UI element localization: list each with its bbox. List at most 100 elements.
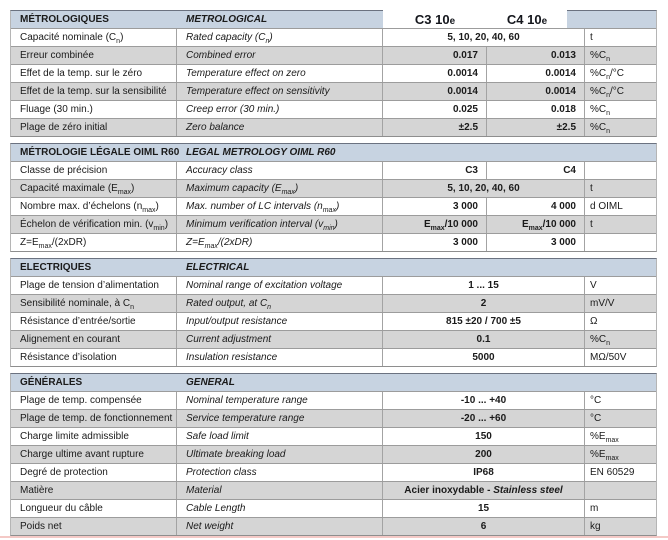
cell-value-merged: 0.1 xyxy=(383,331,585,348)
cell-value-c4: Emax/10 000 xyxy=(487,216,585,233)
cell-label-en: Nominal range of excitation voltage xyxy=(177,277,383,294)
cell-unit: t xyxy=(590,183,593,194)
cell-value-merged: IP68 xyxy=(383,464,585,481)
cell-unit: EN 60529 xyxy=(590,467,635,478)
table-row: Échelon de vérification min. (vmin) Minim… xyxy=(11,215,656,233)
cell-label-en: Max. number of LC intervals (nmax) xyxy=(177,198,383,215)
cell-unit: %Cn xyxy=(590,122,611,135)
cell-value-c3: 3 000 xyxy=(383,234,487,251)
table-row: Charge ultime avant rupture Ultimate brea… xyxy=(11,445,656,463)
cell-value-c4: 3 000 xyxy=(487,234,585,251)
cell-label-fr: Matière xyxy=(11,482,177,499)
table-row: Capacité nominale (Cn) Rated capacity (Cn… xyxy=(11,28,656,46)
cell-value-c3: 0.017 xyxy=(383,47,487,64)
bottom-accent-line xyxy=(0,536,668,538)
cell-label-fr: Classe de précision xyxy=(11,162,177,179)
cell-label-en: Minimum verification interval (vmin) xyxy=(177,216,383,233)
table-row: Erreur combinée Combined error 0.017 0.013%… xyxy=(11,46,656,64)
cell-label-fr: Capacité maximale (Emax) xyxy=(11,180,177,197)
section-title-en: GENERAL xyxy=(186,377,235,388)
cell-unit: mV/V xyxy=(590,298,615,309)
cell-label-fr: Nombre max. d’échelons (nmax) xyxy=(11,198,177,215)
section-title-fr: ELECTRIQUES xyxy=(20,262,92,273)
cell-value-merged: Acier inoxydable - Stainless steel xyxy=(383,482,585,499)
cell-unit xyxy=(585,162,656,179)
section-title-fr: GÉNÉRALES xyxy=(20,377,83,388)
cell-label-en: Combined error xyxy=(177,47,383,64)
cell-label-en: Rated output, at Cn xyxy=(177,295,383,312)
cell-label-fr: Plage de zéro initial xyxy=(11,119,177,136)
cell-label-en: Material xyxy=(177,482,383,499)
table-row: Plage de temp. compensée Nominal temperat… xyxy=(11,391,656,409)
section-header-fill xyxy=(383,144,656,161)
cell-value-merged: 5, 10, 20, 40, 60 xyxy=(383,29,585,46)
cell-unit: m xyxy=(590,503,599,514)
cell-unit xyxy=(585,234,656,251)
section-header-fill xyxy=(383,374,656,391)
section-title-en: METROLOGICAL xyxy=(186,14,268,25)
cell-value-c4: 0.018 xyxy=(487,101,585,118)
cell-unit xyxy=(585,482,656,499)
cell-label-en: Protection class xyxy=(177,464,383,481)
cell-value-c3: 0.0014 xyxy=(383,65,487,82)
section-header-fill xyxy=(383,259,656,276)
cell-label-en: Zero balance xyxy=(177,119,383,136)
cell-label-fr: Effet de la temp. sur le zéro xyxy=(11,65,177,82)
cell-unit: %Cn xyxy=(590,104,611,117)
cell-label-en: Input/output resistance xyxy=(177,313,383,330)
cell-value-merged: 5000 xyxy=(383,349,585,366)
section-4: GÉNÉRALES GENERAL Plage de temp. compensée… xyxy=(10,373,657,536)
table-row: Effet de la temp. sur la sensibilité Temp… xyxy=(11,82,656,100)
cell-value-merged: 15 xyxy=(383,500,585,517)
cell-value-merged: 815 ±20 / 700 ±5 xyxy=(383,313,585,330)
cell-label-fr: Effet de la temp. sur la sensibilité xyxy=(11,83,177,100)
table-row: Résistance d’entrée/sortie Input/output r… xyxy=(11,312,656,330)
cell-label-en: Ultimate breaking load xyxy=(177,446,383,463)
section-title-fr: MÉTROLOGIE LÉGALE OIML R60 xyxy=(20,147,180,158)
table-row: Poids net Net weight 6 kg xyxy=(11,517,656,535)
cell-value-c4: 0.0014 xyxy=(487,83,585,100)
cell-value-c3: ±2.5 xyxy=(383,119,487,136)
cell-unit: %Cn/°C xyxy=(590,68,625,81)
cell-unit: °C xyxy=(590,413,602,424)
cell-unit: %Cn xyxy=(590,334,611,347)
section-3: ELECTRIQUES ELECTRICAL Plage de tension d’… xyxy=(10,258,657,367)
cell-label-en: Current adjustment xyxy=(177,331,383,348)
cell-label-en: Nominal temperature range xyxy=(177,392,383,409)
cell-label-fr: Longueur du câble xyxy=(11,500,177,517)
cell-label-en: Cable Length xyxy=(177,500,383,517)
cell-value-c4: 4 000 xyxy=(487,198,585,215)
cell-label-en: Temperature effect on zero xyxy=(177,65,383,82)
cell-unit: MΩ/50V xyxy=(590,352,627,363)
cell-unit: t xyxy=(590,219,593,230)
cell-label-en: Rated capacity (Cn) xyxy=(177,29,383,46)
cell-value-c3: 0.0014 xyxy=(383,83,487,100)
cell-label-en: Creep error (30 min.) xyxy=(177,101,383,118)
cell-label-fr: Z=Emax/(2xDR) xyxy=(11,234,177,251)
cell-value-merged: -20 ... +60 xyxy=(383,410,585,427)
cell-unit: %Cn xyxy=(590,50,611,63)
cell-unit: °C xyxy=(590,395,602,406)
cell-value-c3: 0.025 xyxy=(383,101,487,118)
table-row: Plage de temp. de fonctionnement Service … xyxy=(11,409,656,427)
cell-label-fr: Fluage (30 min.) xyxy=(11,101,177,118)
table-row: Plage de zéro initial Zero balance ±2.5 ±2.… xyxy=(11,118,656,136)
cell-label-fr: Charge limite admissible xyxy=(11,428,177,445)
cell-value-c4: 0.013 xyxy=(487,47,585,64)
cell-label-en: Accuracy class xyxy=(177,162,383,179)
section-title-en: LEGAL METROLOGY OIML R60 xyxy=(186,147,336,158)
section-header: MÉTROLOGIQUES METROLOGICAL C3 10e C4 10e xyxy=(11,10,656,28)
table-row: Degré de protection Protection class IP68 E… xyxy=(11,463,656,481)
table-row: Nombre max. d’échelons (nmax) Max. number… xyxy=(11,197,656,215)
section-header-fill xyxy=(567,11,656,28)
cell-label-fr: Alignement en courant xyxy=(11,331,177,348)
cell-unit: %Emax xyxy=(590,431,619,444)
cell-value-merged: 6 xyxy=(383,518,585,535)
table-row: Classe de précision Accuracy class C3 C4 xyxy=(11,161,656,179)
section-header: GÉNÉRALES GENERAL xyxy=(11,374,656,391)
cell-value-c4: 0.0014 xyxy=(487,65,585,82)
cell-label-fr: Erreur combinée xyxy=(11,47,177,64)
spec-table: MÉTROLOGIQUES METROLOGICAL C3 10e C4 10e Cap… xyxy=(10,10,657,540)
cell-label-fr: Résistance d’isolation xyxy=(11,349,177,366)
section-header: MÉTROLOGIE LÉGALE OIML R60 LEGAL METROLOG… xyxy=(11,144,656,161)
